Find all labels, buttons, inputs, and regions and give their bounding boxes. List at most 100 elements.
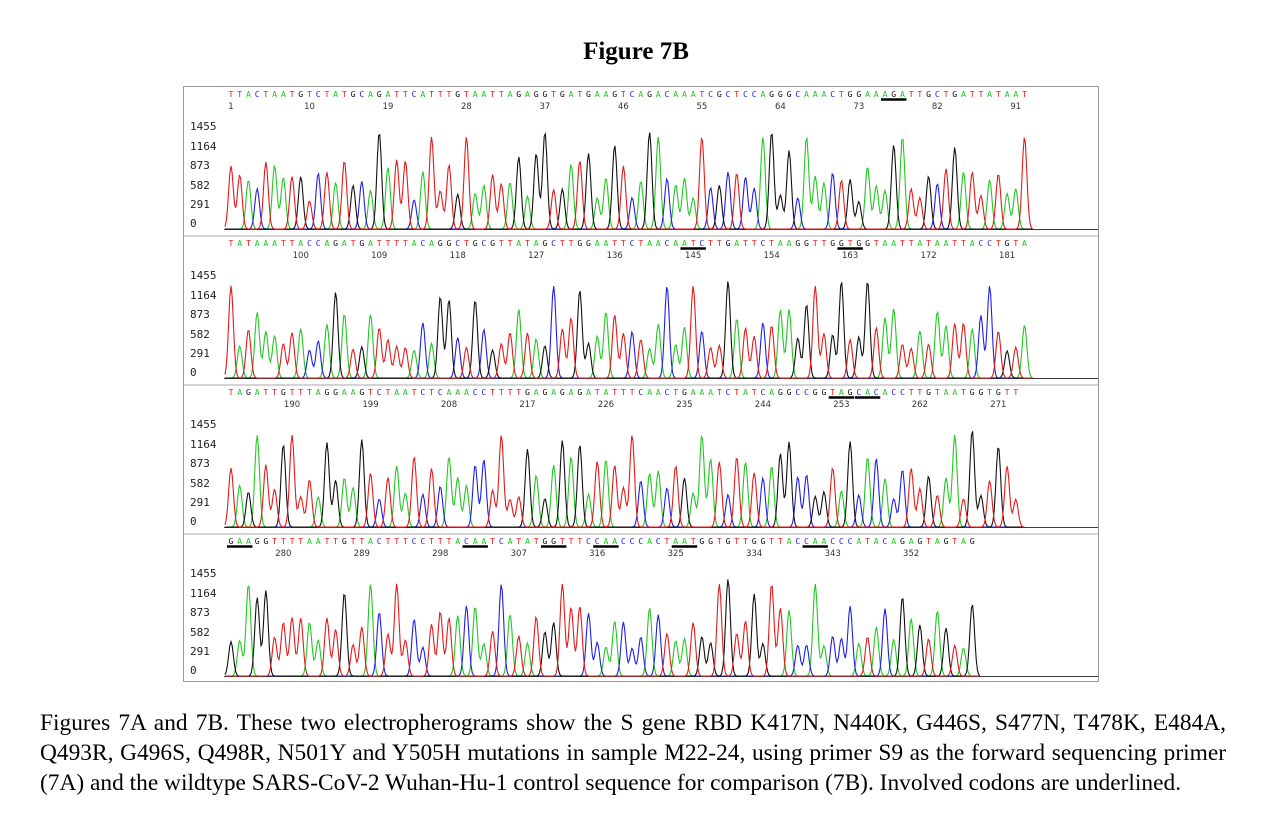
base-letter: G: [717, 89, 722, 99]
figure-caption: Figures 7A and 7B. These two electropher…: [40, 710, 1226, 796]
base-letter: A: [935, 536, 940, 546]
base-letter: T: [307, 89, 312, 99]
base-letter: T: [1005, 387, 1010, 397]
base-letter: C: [420, 536, 425, 546]
base-letter: T: [1013, 387, 1018, 397]
base-letter: T: [935, 387, 940, 397]
base-letter: G: [813, 387, 818, 397]
base-letter: A: [944, 387, 949, 397]
base-letter: A: [638, 89, 643, 99]
base-letter: A: [883, 238, 888, 248]
base-letter: A: [656, 89, 661, 99]
base-letter: T: [952, 238, 957, 248]
base-letter: T: [429, 387, 434, 397]
base-letter: C: [621, 536, 626, 546]
base-letter: A: [237, 387, 242, 397]
base-letter: A: [534, 387, 539, 397]
base-letter: G: [542, 536, 547, 546]
base-letter: T: [926, 238, 931, 248]
base-letter: T: [621, 89, 626, 99]
base-letter: A: [333, 89, 338, 99]
base-letter: G: [917, 536, 922, 546]
base-letter: A: [551, 387, 556, 397]
trace-a: [225, 583, 980, 677]
base-letter: T: [246, 238, 251, 248]
base-letter: A: [778, 238, 783, 248]
base-letter: A: [647, 536, 652, 546]
base-letter: T: [464, 238, 469, 248]
base-letter: T: [987, 387, 992, 397]
base-letter: A: [647, 387, 652, 397]
base-letter: T: [961, 387, 966, 397]
base-letter: A: [734, 238, 739, 248]
base-letter: G: [516, 89, 521, 99]
base-letter: T: [848, 238, 853, 248]
base-letter: C: [255, 89, 260, 99]
electropherogram: 1455 1164 873 582 291 0 T T A C T A A T G T C T A T G C A G A T T C…: [183, 86, 1099, 682]
base-letter: A: [455, 536, 460, 546]
base-letter: T: [351, 238, 356, 248]
position-label: 64: [775, 102, 786, 112]
base-letter: T: [778, 536, 783, 546]
base-letter: A: [1013, 89, 1018, 99]
base-letter: T: [403, 238, 408, 248]
trace-c: [225, 584, 980, 677]
base-letter: G: [246, 387, 251, 397]
base-letter: A: [1005, 89, 1010, 99]
position-label: 127: [528, 251, 544, 261]
y-tick-label: 291: [190, 496, 210, 509]
base-letter: T: [551, 89, 556, 99]
y-tick-label: 1164: [190, 438, 217, 451]
base-letter: T: [865, 536, 870, 546]
y-tick-label: 291: [190, 198, 210, 211]
base-letter: A: [909, 536, 914, 546]
base-letter: A: [508, 89, 513, 99]
base-letter: T: [394, 238, 399, 248]
base-letter: T: [307, 387, 312, 397]
base-letter: C: [987, 238, 992, 248]
base-letter: A: [394, 387, 399, 397]
position-label: 343: [825, 549, 841, 559]
base-letter: C: [874, 387, 879, 397]
base-letter: T: [290, 387, 295, 397]
base-letter: T: [298, 387, 303, 397]
base-letter: C: [856, 387, 861, 397]
base-letter: T: [351, 536, 356, 546]
base-letter: A: [804, 89, 809, 99]
base-letter: G: [970, 387, 975, 397]
base-letter: T: [447, 89, 452, 99]
position-label: 91: [1010, 102, 1021, 112]
position-label: 154: [764, 251, 780, 261]
y-tick-label: 873: [190, 159, 210, 172]
base-letter: G: [281, 387, 286, 397]
base-letter: T: [229, 238, 234, 248]
base-letter: C: [481, 238, 486, 248]
position-label: 28: [461, 102, 472, 112]
base-letter: T: [577, 89, 582, 99]
base-letter: G: [333, 387, 338, 397]
base-letter: G: [333, 238, 338, 248]
base-letter: A: [970, 238, 975, 248]
base-letter: G: [778, 89, 783, 99]
position-label: 10: [304, 102, 315, 112]
trace-g: [224, 579, 981, 677]
base-letter: A: [246, 536, 251, 546]
y-tick-label: 0: [190, 217, 197, 230]
base-letter: A: [525, 536, 530, 546]
base-letter: T: [447, 536, 452, 546]
base-letter: T: [412, 387, 417, 397]
base-letter: G: [551, 536, 556, 546]
base-letter: T: [385, 238, 390, 248]
base-letter: A: [891, 238, 896, 248]
base-letter: G: [612, 89, 617, 99]
base-letter: T: [944, 89, 949, 99]
base-letter: A: [237, 536, 242, 546]
base-letter: G: [752, 536, 757, 546]
base-letter: A: [647, 238, 652, 248]
base-letter: C: [848, 536, 853, 546]
base-letter: T: [978, 89, 983, 99]
base-letter: T: [769, 536, 774, 546]
base-letter: A: [412, 238, 417, 248]
base-letter: T: [1013, 238, 1018, 248]
base-letter: G: [473, 238, 478, 248]
